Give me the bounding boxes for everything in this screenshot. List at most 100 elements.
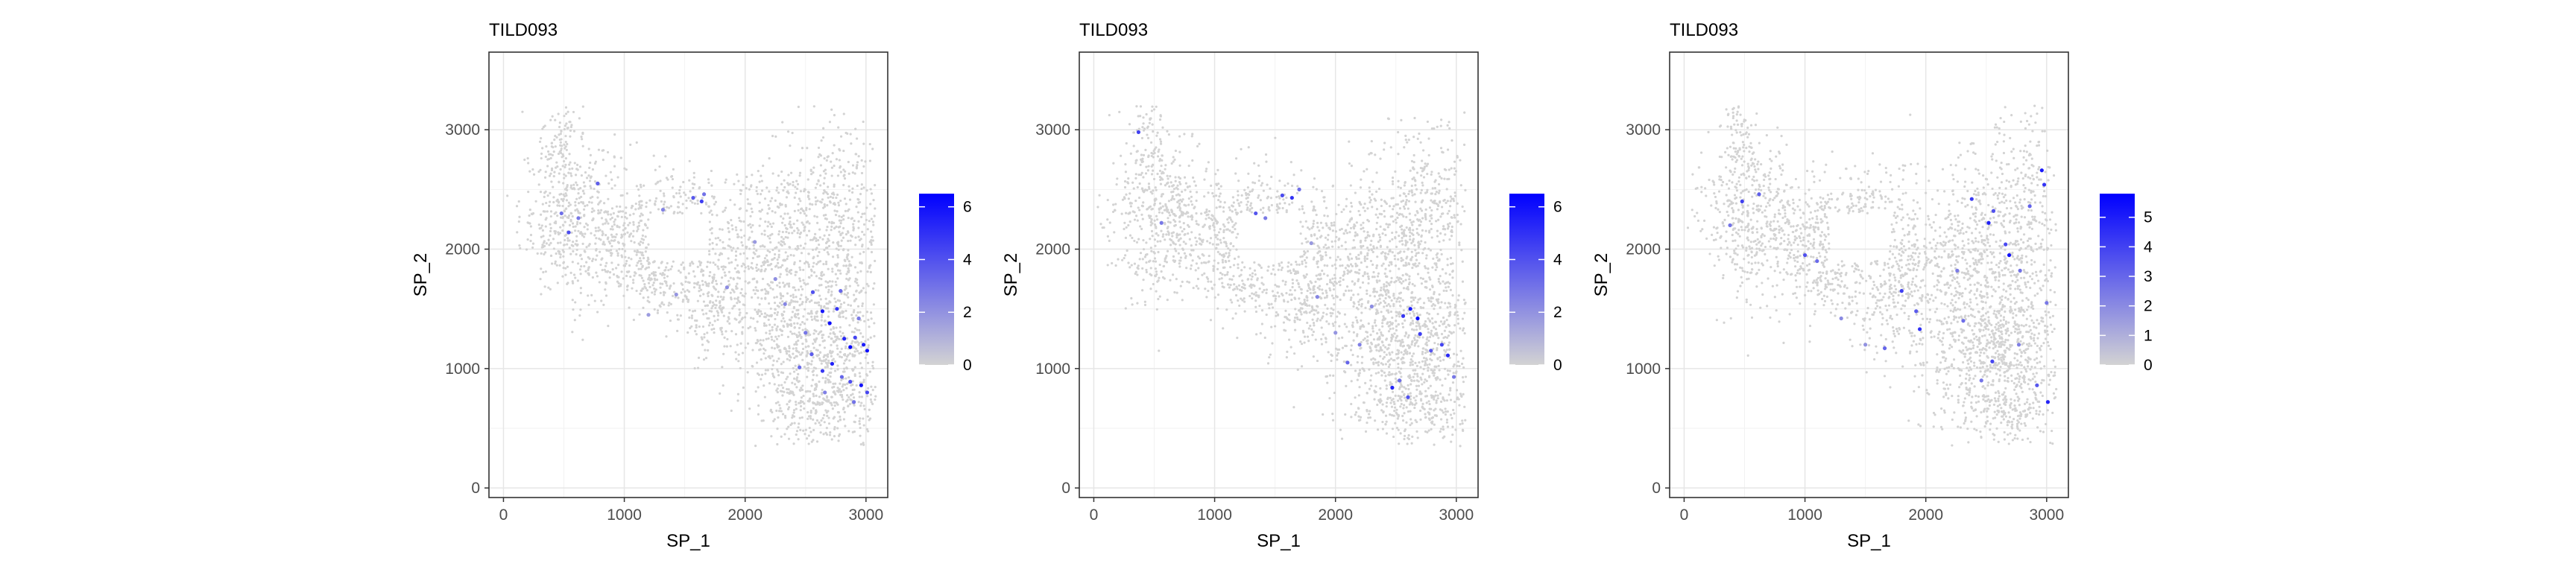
spot [1264, 153, 1268, 156]
spot [1370, 358, 1373, 361]
spot [1238, 304, 1241, 308]
spot [1152, 260, 1155, 263]
spot [663, 303, 666, 306]
spot [797, 438, 800, 441]
spot [548, 244, 551, 247]
spot [1433, 199, 1436, 203]
spot [747, 282, 750, 285]
spot [1224, 241, 1228, 244]
spot [1354, 224, 1357, 227]
spot [851, 187, 854, 190]
spot [1436, 235, 1439, 238]
spot [783, 320, 786, 323]
spot [706, 261, 710, 264]
spot [561, 165, 564, 168]
spot [1398, 194, 1401, 197]
spot [682, 180, 685, 184]
spot [871, 402, 874, 405]
spot [1304, 302, 1307, 305]
spot [859, 417, 862, 420]
spot [1303, 298, 1306, 302]
spot [602, 303, 605, 306]
spot [1403, 184, 1406, 187]
spot [818, 276, 821, 280]
spot [798, 416, 801, 419]
spot [808, 300, 811, 303]
spot [1177, 252, 1180, 255]
spot [785, 378, 788, 381]
spot [571, 331, 574, 334]
spot [1131, 181, 1134, 184]
spot [1139, 115, 1142, 118]
spot [645, 246, 648, 250]
spot [670, 175, 673, 178]
spot [1222, 223, 1225, 226]
spot [798, 304, 801, 307]
spot [593, 162, 597, 165]
spot [826, 414, 829, 418]
spot [1152, 130, 1155, 133]
spot [782, 217, 785, 220]
spot [826, 204, 829, 207]
spot [1453, 214, 1456, 217]
spot [1146, 136, 1150, 139]
spot [1402, 287, 1406, 290]
spot [1184, 242, 1187, 245]
spot [525, 248, 528, 251]
spot [760, 179, 763, 182]
spot [799, 212, 802, 214]
spot [1175, 194, 1178, 197]
spot [857, 201, 860, 204]
spot [804, 428, 807, 431]
spot [737, 179, 740, 182]
spot [1155, 232, 1158, 235]
spot [1374, 361, 1377, 364]
spot [714, 263, 717, 266]
spot [1226, 270, 1229, 274]
spot [783, 433, 786, 436]
spot [1248, 267, 1251, 270]
spot [813, 214, 816, 217]
spot [821, 336, 824, 340]
spot [552, 247, 555, 250]
spot [589, 197, 592, 200]
spot [1325, 222, 1328, 225]
spot [719, 304, 722, 308]
spot [1203, 178, 1206, 181]
spot [573, 319, 576, 322]
spot [1178, 233, 1181, 236]
spot [554, 232, 557, 235]
spot [626, 231, 629, 234]
spot [1397, 185, 1400, 188]
spot [1366, 265, 1368, 268]
spot [636, 249, 639, 252]
spot [545, 145, 548, 148]
spot [558, 204, 561, 207]
spot [622, 277, 625, 280]
spot [774, 401, 777, 404]
spot [613, 155, 616, 158]
spot [597, 209, 600, 212]
spot [575, 223, 579, 226]
spot [686, 331, 689, 334]
spot [578, 165, 582, 168]
spot [1215, 220, 1218, 223]
spot [842, 331, 845, 334]
spot [712, 261, 715, 264]
spot [861, 302, 865, 305]
spot [712, 285, 715, 288]
expression-point [576, 216, 581, 220]
spot [1246, 186, 1250, 189]
spot [866, 395, 869, 398]
spot [698, 187, 701, 190]
spot [1434, 268, 1437, 271]
spot [802, 279, 805, 282]
spot [845, 277, 848, 280]
spot [642, 296, 645, 299]
spot [1228, 252, 1231, 255]
spot [813, 317, 816, 320]
spot [540, 267, 543, 270]
spot [1448, 121, 1450, 124]
spot [1336, 315, 1339, 318]
spot [599, 229, 602, 232]
